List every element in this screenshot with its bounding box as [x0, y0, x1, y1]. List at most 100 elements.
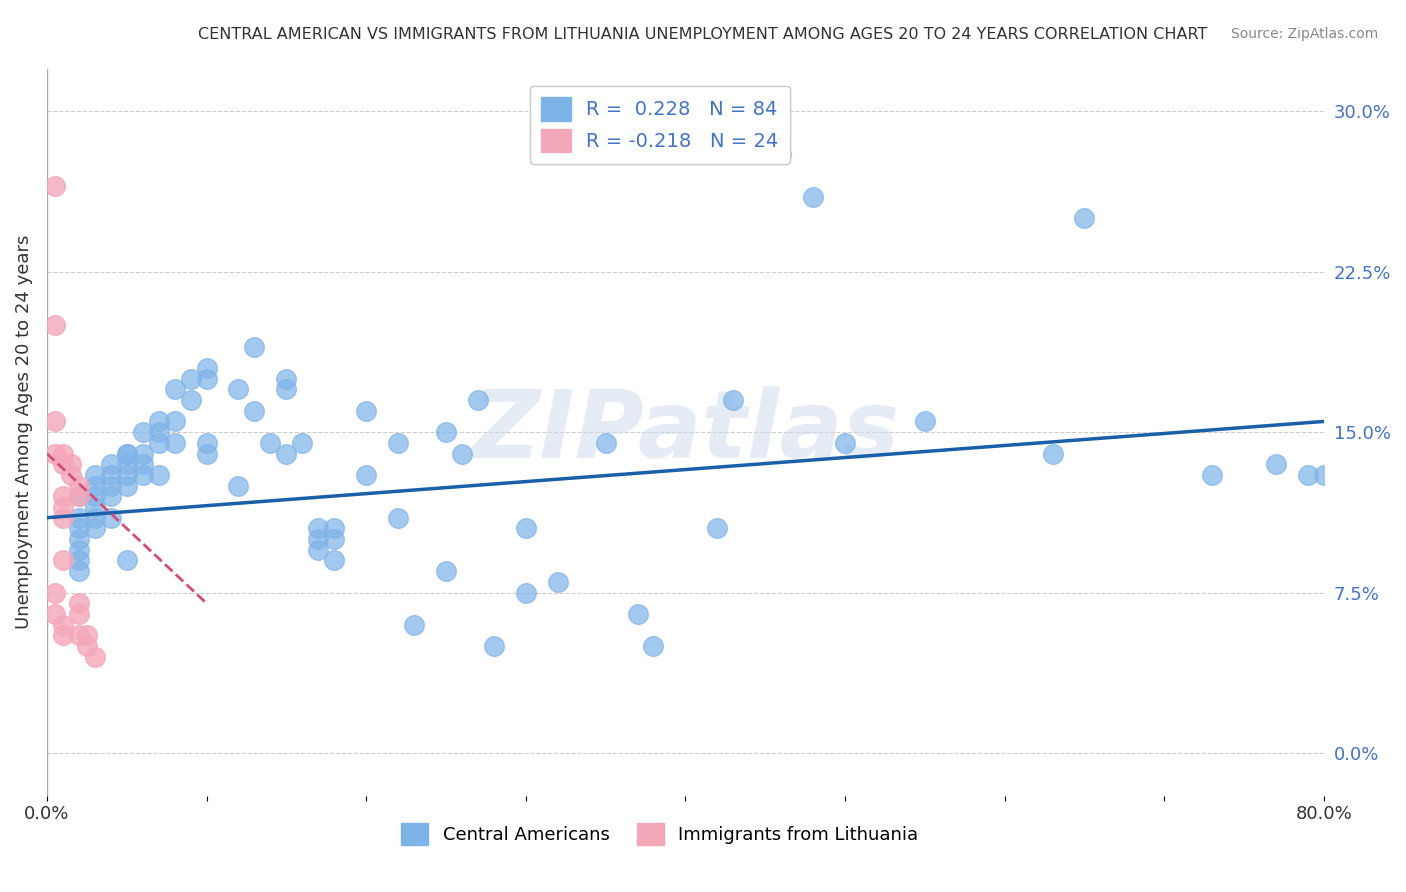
Point [83, 478, 105, 492]
Point [52, 457, 75, 471]
Text: Source: ZipAtlas.com: Source: ZipAtlas.com [1230, 27, 1378, 41]
Point [323, 553, 346, 567]
Point [67, 607, 90, 621]
Point [83, 500, 105, 514]
Point [180, 372, 202, 386]
Point [52, 628, 75, 642]
Point [1296, 467, 1319, 482]
Point [148, 435, 170, 450]
Point [276, 383, 298, 397]
Point [52, 510, 75, 524]
Point [52, 489, 75, 503]
Point [83, 510, 105, 524]
Point [67, 478, 90, 492]
Point [723, 392, 745, 407]
Point [148, 467, 170, 482]
Point [131, 457, 153, 471]
Point [276, 446, 298, 460]
Point [323, 521, 346, 535]
Point [67, 628, 90, 642]
Point [914, 414, 936, 428]
Point [595, 435, 617, 450]
Point [195, 446, 218, 460]
Point [115, 446, 138, 460]
Point [387, 435, 409, 450]
Point [163, 435, 186, 450]
Point [52, 446, 75, 460]
Legend: R =  0.228   N = 84, R = -0.218   N = 24: R = 0.228 N = 84, R = -0.218 N = 24 [530, 86, 790, 164]
Point [131, 467, 153, 482]
Point [195, 361, 218, 376]
Point [67, 532, 90, 546]
Point [52, 553, 75, 567]
Point [67, 489, 90, 503]
Point [354, 403, 377, 417]
Point [67, 564, 90, 578]
Point [148, 425, 170, 439]
Text: ZIPatlas: ZIPatlas [471, 386, 900, 478]
Point [100, 489, 122, 503]
Point [100, 510, 122, 524]
Point [307, 532, 329, 546]
Point [482, 639, 505, 653]
Point [354, 467, 377, 482]
Text: CENTRAL AMERICAN VS IMMIGRANTS FROM LITHUANIA UNEMPLOYMENT AMONG AGES 20 TO 24 Y: CENTRAL AMERICAN VS IMMIGRANTS FROM LITH… [198, 27, 1208, 42]
Point [467, 392, 489, 407]
Point [387, 510, 409, 524]
Point [834, 435, 856, 450]
Point [626, 607, 648, 621]
Point [67, 521, 90, 535]
Point [83, 467, 105, 482]
Point [323, 532, 346, 546]
Point [228, 383, 250, 397]
Point [148, 414, 170, 428]
Point [131, 425, 153, 439]
Point [706, 521, 728, 535]
Point [76, 639, 98, 653]
Point [801, 190, 824, 204]
Point [67, 489, 90, 503]
Point [163, 414, 186, 428]
Point [1313, 467, 1336, 482]
Point [67, 596, 90, 610]
Point [195, 372, 218, 386]
Point [115, 467, 138, 482]
Point [243, 403, 266, 417]
Point [770, 147, 793, 161]
Point [515, 521, 537, 535]
Point [259, 435, 281, 450]
Point [83, 521, 105, 535]
Point [643, 639, 665, 653]
Point [228, 478, 250, 492]
Point [307, 542, 329, 557]
Point [1265, 457, 1288, 471]
Point [59, 457, 82, 471]
Point [52, 500, 75, 514]
Point [180, 392, 202, 407]
Point [307, 521, 329, 535]
Point [67, 542, 90, 557]
Point [131, 446, 153, 460]
Point [44, 318, 66, 333]
Point [115, 553, 138, 567]
Point [1201, 467, 1223, 482]
Point [44, 607, 66, 621]
Point [1073, 211, 1095, 226]
Point [44, 446, 66, 460]
Point [547, 574, 569, 589]
Point [451, 446, 474, 460]
Point [276, 372, 298, 386]
Point [44, 585, 66, 599]
Point [163, 383, 186, 397]
Point [434, 425, 457, 439]
Point [100, 467, 122, 482]
Point [44, 179, 66, 194]
Point [44, 414, 66, 428]
Y-axis label: Unemployment Among Ages 20 to 24 years: Unemployment Among Ages 20 to 24 years [15, 235, 32, 630]
Point [83, 649, 105, 664]
Point [59, 467, 82, 482]
Point [67, 553, 90, 567]
Point [195, 435, 218, 450]
Point [115, 457, 138, 471]
Point [100, 457, 122, 471]
